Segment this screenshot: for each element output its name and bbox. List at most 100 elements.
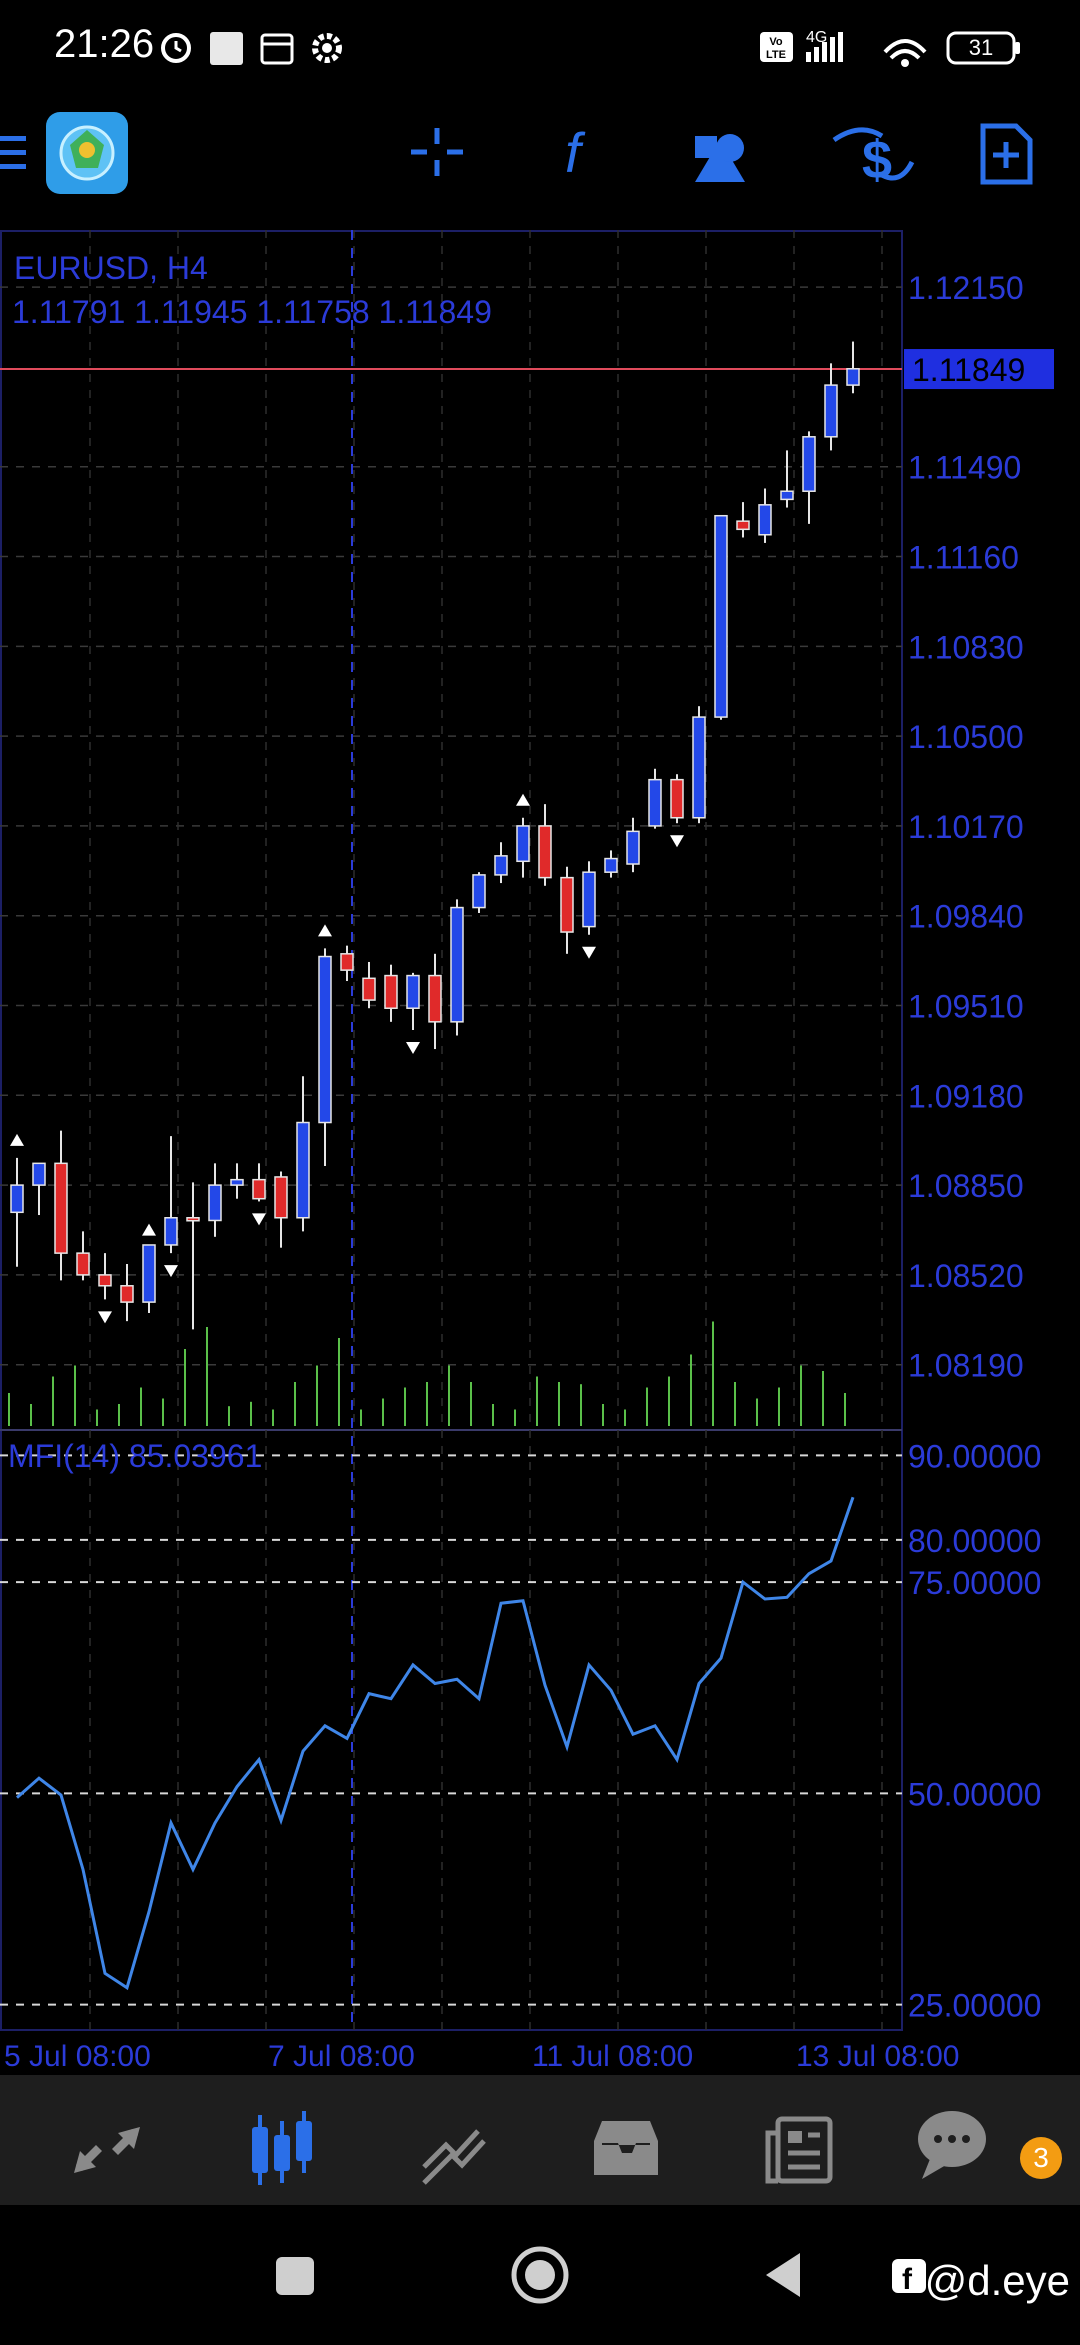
time-tick: 11 Jul 08:00 [532, 2040, 693, 2070]
status-bar: 21:26 Vo LTE 4G [0, 0, 1080, 96]
bull-candle [780, 490, 794, 501]
chart-frame [0, 230, 903, 2031]
volte-icon: Vo LTE [760, 32, 793, 62]
price-tick: 1.08850 [908, 1168, 1024, 1204]
fractal-up-arrow [142, 1223, 156, 1236]
price-tick: 1.08190 [908, 1348, 1024, 1384]
chart-toolbar: f $ [0, 100, 1080, 210]
svg-text:Vo: Vo [769, 36, 783, 48]
mfi-level-tick: 90.00000 [908, 1438, 1041, 1474]
chart-icon[interactable] [252, 2111, 312, 2185]
wifi-icon [883, 39, 927, 67]
price-tick: 1.08520 [908, 1258, 1024, 1294]
bear-candle [428, 974, 442, 1023]
crosshair-icon[interactable] [411, 128, 463, 176]
chart-area[interactable]: 1.12150 1.11490 1.11160 1.10830 1.10500 1.101… [0, 230, 1080, 2073]
bear-candle [362, 977, 376, 1001]
bull-candle [714, 514, 728, 718]
current-price-box [904, 349, 1054, 390]
mfi-level-tick: 25.00000 [908, 1988, 1041, 2024]
bull-candle [208, 1184, 222, 1222]
app-logo[interactable] [46, 112, 128, 194]
system-nav: f [0, 2205, 1080, 2340]
bull-candle [604, 857, 618, 873]
fractal-up-arrow [10, 1133, 24, 1146]
facebook-icon [892, 2259, 926, 2293]
mfi-level-tick: 50.00000 [908, 1776, 1041, 1812]
messages-icon[interactable] [918, 2111, 986, 2179]
battery-level: 31 [968, 35, 994, 60]
bull-candle [32, 1162, 46, 1186]
symbol-dollar-icon[interactable]: $ [832, 127, 915, 190]
fractal-down-arrow [98, 1311, 112, 1324]
mfi-line [16, 1496, 855, 1991]
bull-candle [230, 1178, 244, 1186]
time-tick: 7 Jul 08:00 [268, 2040, 415, 2070]
time-tick: 13 Jul 08:00 [796, 2040, 959, 2070]
history-icon[interactable] [594, 2121, 658, 2175]
time-tick: 5 Jul 08:00 [4, 2040, 151, 2070]
price-tick: 1.11160 [908, 540, 1019, 576]
fractal-up-arrow [318, 924, 332, 937]
square-icon [210, 32, 243, 65]
fractal-down-arrow [164, 1265, 178, 1278]
bear-candle [274, 1176, 288, 1219]
fractal-up-arrow [516, 793, 530, 806]
price-tick: 1.11490 [908, 450, 1021, 486]
price-tick: 1.10500 [908, 719, 1024, 755]
mfi-level-tick: 80.00000 [908, 1523, 1041, 1559]
menu-icon[interactable] [0, 136, 26, 169]
bottom-nav: 3 [0, 2075, 1080, 2205]
fractal-down-arrow [582, 946, 596, 959]
fractal-down-arrow [406, 1042, 420, 1054]
battery-icon [946, 31, 1020, 65]
messages-badge: 3 [1020, 2137, 1062, 2179]
bull-candle [758, 504, 772, 536]
bull-candle [296, 1121, 310, 1219]
back-button[interactable] [766, 2253, 800, 2297]
bull-candle [846, 368, 860, 386]
bear-candle [670, 778, 684, 819]
bull-candle [450, 906, 464, 1023]
home-button[interactable] [511, 2246, 569, 2304]
news-icon[interactable] [765, 2116, 833, 2184]
price-tick: 1.09510 [908, 989, 1024, 1025]
fractal-down-arrow [252, 1213, 266, 1226]
bear-candle [736, 520, 750, 531]
objects-icon[interactable] [695, 134, 745, 182]
bull-candle [824, 384, 838, 438]
signal-icon: 4G [806, 29, 843, 62]
price-chart[interactable]: 1.12150 1.11490 1.11160 1.10830 1.10500 1.101… [0, 230, 1080, 2073]
calendar-icon [260, 33, 294, 65]
price-tick: 1.09840 [908, 899, 1024, 935]
current-price-label: 1.11849 [912, 352, 1025, 388]
bear-candle [340, 953, 354, 971]
bull-candle [472, 874, 486, 909]
symbol-label: EURUSD, H4 [14, 250, 208, 286]
bull-candle [802, 436, 816, 492]
clock: 21:26 [54, 22, 155, 66]
mfi-level-tick: 75.00000 [908, 1565, 1041, 1601]
mfi-label: MFI(14) 85.03961 [8, 1438, 263, 1474]
new-order-icon[interactable] [980, 123, 1033, 185]
bear-candle [538, 825, 552, 879]
bear-candle [560, 876, 574, 933]
svg-text:$: $ [862, 130, 892, 190]
price-tick: 1.12150 [908, 270, 1024, 306]
bull-candle [318, 955, 332, 1124]
bear-candle [76, 1252, 90, 1276]
bull-candle [10, 1184, 24, 1214]
price-tick: 1.10830 [908, 629, 1024, 665]
bull-candle [692, 716, 706, 819]
bull-candle [164, 1217, 178, 1246]
svg-text:f: f [565, 121, 586, 184]
bear-candle [120, 1285, 134, 1303]
alarm-icon [161, 33, 191, 63]
fractal-down-arrow [670, 835, 684, 848]
recents-button[interactable] [276, 2257, 314, 2295]
bull-candle [516, 825, 530, 863]
quotes-icon[interactable] [74, 2127, 140, 2173]
trade-icon[interactable] [422, 2129, 486, 2185]
indicators-icon[interactable]: f [565, 121, 586, 184]
bear-candle [384, 974, 398, 1009]
